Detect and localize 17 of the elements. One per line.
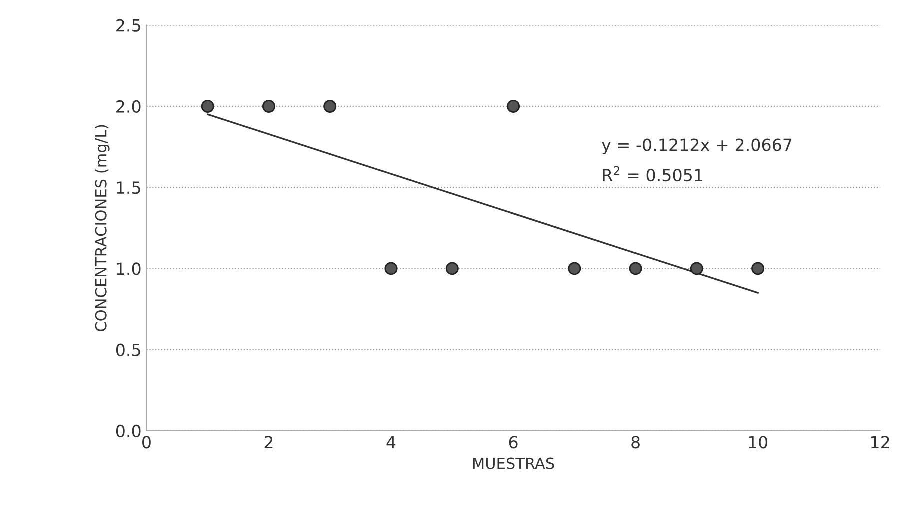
y-tick-label: 0.5 — [116, 344, 140, 356]
x-axis-title: MUESTRAS — [473, 458, 554, 470]
y-tick-label: 2.0 — [116, 100, 141, 114]
y-tick-label: 1.5 — [117, 182, 140, 194]
x-tick-label: 10 — [749, 436, 768, 449]
annotation: y = -0.1212x + 2.0667 — [602, 138, 792, 155]
annotation: R$^{2}$ = 0.5051 — [603, 166, 703, 182]
y-tick-label: 1.0 — [117, 262, 141, 276]
x-tick-label: 8 — [632, 436, 640, 449]
y-tick-label: 2.5 — [116, 19, 140, 32]
x-tick-label: 2 — [264, 436, 273, 448]
y-tick-label: 0.0 — [116, 424, 141, 438]
x-tick-label: 0 — [142, 436, 151, 449]
y-axis-title: CONCENTRACIONES (mg/L) — [95, 125, 110, 332]
x-tick-label: 12 — [872, 436, 890, 448]
x-tick-label: 6 — [509, 436, 518, 449]
x-tick-label: 4 — [386, 436, 396, 448]
